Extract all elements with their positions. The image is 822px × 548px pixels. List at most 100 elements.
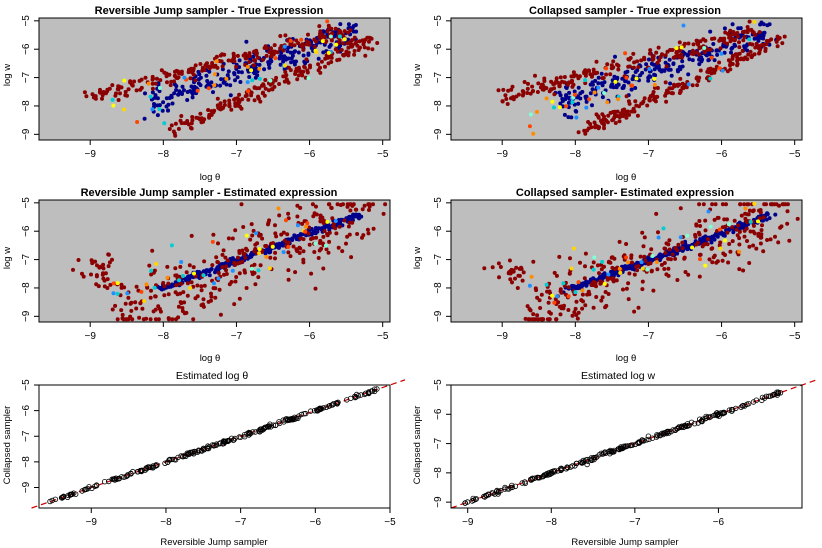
data-point-p4-s1 xyxy=(745,212,750,217)
data-point-p6-sparse xyxy=(750,399,757,405)
data-point-p2-mid xyxy=(686,82,691,87)
data-point-p1-s1 xyxy=(235,53,240,58)
data-point-p4-s0 xyxy=(767,216,772,221)
data-point-p4-mid xyxy=(600,259,605,264)
data-point-p5-sparse xyxy=(105,478,112,485)
data-point-p3-mid xyxy=(179,260,184,264)
data-point-p3-s1 xyxy=(214,255,219,260)
data-point-p1-mid xyxy=(245,64,250,69)
data-point-p1-s1 xyxy=(296,41,301,46)
x-tick-label-p5-0: −9 xyxy=(86,517,98,528)
data-point-p4-s1 xyxy=(707,257,712,262)
data-point-p1-s2 xyxy=(323,64,327,69)
data-point-p1-s1 xyxy=(126,87,131,92)
data-point-p1-s1 xyxy=(342,29,347,34)
data-point-p4-s1 xyxy=(745,239,749,243)
data-point-p3-s1 xyxy=(274,234,279,239)
data-point-p4-s1 xyxy=(602,264,606,269)
data-point-p6 xyxy=(602,450,608,456)
data-point-p2-mid xyxy=(720,68,725,73)
data-point-p3-s1 xyxy=(268,255,273,260)
data-point-p2-s2 xyxy=(709,71,714,76)
data-point-p4-s1 xyxy=(606,260,611,265)
data-point-p4-mid xyxy=(723,238,727,243)
data-point-p4-s1 xyxy=(715,215,720,220)
data-point-p1-mid xyxy=(246,89,251,94)
data-point-p4-s0 xyxy=(659,253,664,258)
data-point-p3-s1 xyxy=(232,302,237,307)
x-axis-label-p4: log θ xyxy=(616,353,637,364)
data-point-p3-s1 xyxy=(311,214,316,219)
data-point-p3-s1 xyxy=(345,202,350,207)
data-point-p3-s1 xyxy=(225,258,230,263)
x-tick-label-p4-1: −8 xyxy=(570,331,582,342)
data-point-p3-s1 xyxy=(294,247,299,252)
data-point-p4-s1 xyxy=(710,246,715,251)
data-point-p3-s1 xyxy=(224,268,228,273)
data-point-p1-s0 xyxy=(164,96,169,101)
data-point-p3-s1 xyxy=(298,205,303,210)
data-point-p5 xyxy=(216,441,222,447)
data-point-p1-s0 xyxy=(257,62,262,67)
data-point-p2-s1 xyxy=(648,48,653,53)
data-point-p2-s1 xyxy=(728,36,733,41)
data-point-p2-s1 xyxy=(611,59,616,64)
data-point-p2-s1 xyxy=(745,25,750,29)
data-point-p3-s1 xyxy=(264,244,269,248)
data-point-p3-mid xyxy=(249,266,254,271)
data-point-p1-s2 xyxy=(360,38,365,43)
data-point-p3-mid xyxy=(169,243,174,248)
data-point-p1-s2 xyxy=(323,56,328,61)
data-point-p4-mid xyxy=(661,226,666,231)
data-point-p1-s2 xyxy=(356,48,361,52)
data-point-p3-s1 xyxy=(237,271,242,276)
data-point-p2-s0 xyxy=(646,78,651,83)
x-tick-label-p1-4: −5 xyxy=(377,149,389,160)
data-point-p3-s1 xyxy=(216,271,221,275)
data-point-p4-s1 xyxy=(705,237,710,242)
data-point-p2-mid xyxy=(592,90,597,95)
data-point-p3-s1 xyxy=(120,316,125,321)
data-point-p3-s1 xyxy=(291,244,296,249)
data-point-p5 xyxy=(116,476,122,482)
data-point-p4-s1 xyxy=(513,276,517,281)
data-point-p3-s0 xyxy=(347,214,352,219)
data-point-p1-s2 xyxy=(297,67,302,72)
data-point-p1-s1 xyxy=(256,55,260,60)
data-point-p4-s1 xyxy=(662,261,667,265)
data-point-p3-s1 xyxy=(273,250,278,255)
y-tick-label-p6-0: −9 xyxy=(433,496,444,508)
data-point-p3-s1 xyxy=(105,277,110,282)
data-point-p3-mid xyxy=(254,231,259,236)
data-point-p3-mid xyxy=(295,223,300,228)
data-point-p2-s2 xyxy=(653,99,658,104)
data-point-p5 xyxy=(368,388,375,394)
data-point-p3-s1 xyxy=(239,202,244,207)
data-point-p4-s1 xyxy=(627,271,632,276)
data-point-p6 xyxy=(564,464,570,470)
data-point-p2-s0 xyxy=(613,54,617,59)
data-point-p1-mid xyxy=(224,76,229,81)
data-point-p1-s0 xyxy=(180,84,185,89)
data-point-p2-s2 xyxy=(664,99,669,104)
data-point-p1-s1 xyxy=(202,67,207,72)
data-point-p3-s1 xyxy=(330,216,335,221)
data-point-p1-s0 xyxy=(353,23,358,27)
data-point-p1-s2 xyxy=(197,117,202,122)
data-point-p6 xyxy=(578,459,584,465)
data-point-p3-mid xyxy=(313,241,318,246)
data-point-p1-s0 xyxy=(157,103,162,108)
data-point-p2-s0 xyxy=(663,60,668,65)
data-point-p1-s2 xyxy=(318,70,323,75)
data-point-p2-s0 xyxy=(659,69,664,74)
data-point-p1-s0 xyxy=(296,50,301,55)
x-tick-label-p6-0: −9 xyxy=(462,517,474,528)
data-point-p4-s1 xyxy=(663,250,668,255)
data-point-p3-s1 xyxy=(344,241,348,246)
data-point-p3-mid xyxy=(154,261,159,266)
data-point-p3-s1 xyxy=(307,242,312,247)
data-point-p1-s2 xyxy=(343,52,348,57)
data-point-p4-s0 xyxy=(731,230,736,235)
data-point-p3-s1 xyxy=(206,299,211,304)
data-point-p2-s2 xyxy=(764,42,769,47)
